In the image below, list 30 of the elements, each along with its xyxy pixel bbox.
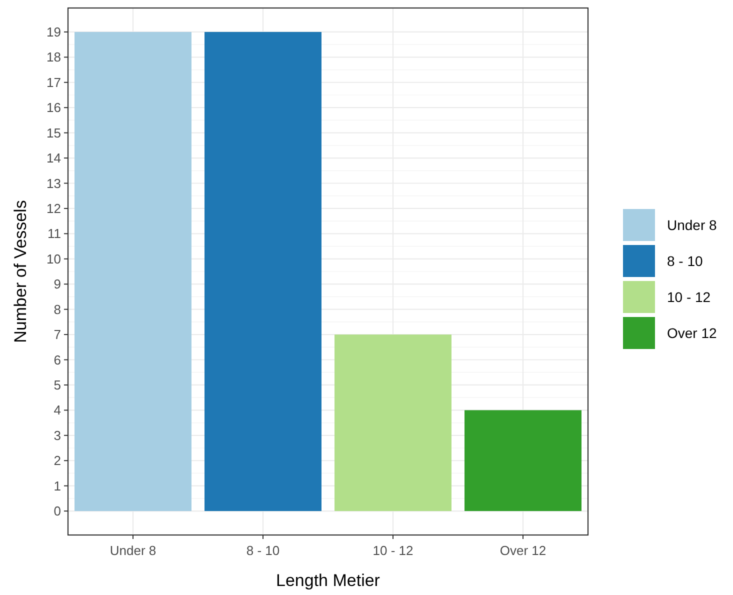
y-tick-label: 12: [46, 201, 61, 216]
legend-label: Under 8: [667, 216, 718, 233]
x-tick-label: 10 - 12: [372, 543, 414, 558]
y-tick-label: 2: [54, 453, 61, 468]
x-tick-label: 8 - 10: [246, 543, 280, 558]
legend-label: 10 - 12: [667, 288, 711, 305]
y-axis-title: Number of Vessels: [11, 200, 30, 343]
y-tick-label: 10: [46, 251, 61, 266]
y-tick-label: 15: [46, 125, 61, 140]
y-tick-label: 3: [54, 428, 61, 443]
y-tick-label: 0: [54, 504, 61, 519]
y-tick-label: 11: [48, 226, 61, 242]
y-tick-label: 7: [54, 327, 61, 342]
y-tick-label: 6: [54, 352, 61, 368]
y-tick-label: 16: [46, 100, 61, 116]
x-axis-title: Length Metier: [276, 571, 380, 590]
legend-label: 8 - 10: [667, 252, 704, 269]
y-tick-label: 1: [54, 478, 61, 494]
y-tick-label: 4: [54, 402, 61, 418]
y-tick-label: 14: [46, 150, 61, 166]
legend-label: Over 12: [667, 324, 718, 341]
y-tick-label: 19: [46, 24, 61, 40]
y-tick-label: 18: [46, 50, 61, 65]
x-tick-label: Under 8: [110, 543, 156, 558]
x-tick-label: Over 12: [500, 543, 546, 558]
y-tick-label: 9: [54, 276, 61, 292]
y-tick-label: 8: [54, 302, 61, 317]
y-tick-label: 13: [46, 176, 61, 191]
y-tick-label: 5: [54, 378, 61, 393]
y-tick-label: 17: [46, 74, 61, 90]
